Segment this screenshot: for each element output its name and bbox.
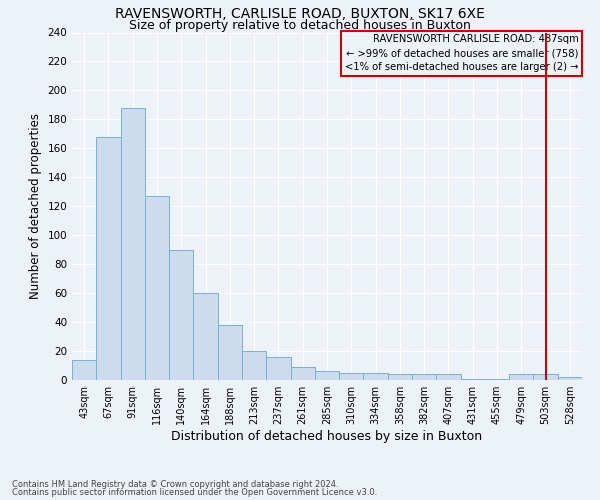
Text: Contains HM Land Registry data © Crown copyright and database right 2024.: Contains HM Land Registry data © Crown c… — [12, 480, 338, 489]
Text: RAVENSWORTH, CARLISLE ROAD, BUXTON, SK17 6XE: RAVENSWORTH, CARLISLE ROAD, BUXTON, SK17… — [115, 8, 485, 22]
Bar — [145, 196, 169, 380]
Bar — [461, 378, 485, 380]
Bar — [533, 374, 558, 380]
Bar — [364, 373, 388, 380]
Bar — [290, 367, 315, 380]
Text: Contains public sector information licensed under the Open Government Licence v3: Contains public sector information licen… — [12, 488, 377, 497]
Text: Size of property relative to detached houses in Buxton: Size of property relative to detached ho… — [129, 19, 471, 32]
Y-axis label: Number of detached properties: Number of detached properties — [29, 114, 42, 299]
Bar — [169, 250, 193, 380]
Bar — [412, 374, 436, 380]
Bar — [509, 374, 533, 380]
Bar — [315, 372, 339, 380]
Bar — [96, 136, 121, 380]
X-axis label: Distribution of detached houses by size in Buxton: Distribution of detached houses by size … — [172, 430, 482, 443]
Bar — [242, 351, 266, 380]
Bar — [388, 374, 412, 380]
Bar — [436, 374, 461, 380]
Bar — [485, 378, 509, 380]
Bar — [266, 357, 290, 380]
Bar — [193, 293, 218, 380]
Bar — [72, 360, 96, 380]
Bar — [558, 377, 582, 380]
Text: RAVENSWORTH CARLISLE ROAD: 487sqm
← >99% of detached houses are smaller (758)
<1: RAVENSWORTH CARLISLE ROAD: 487sqm ← >99%… — [345, 34, 578, 72]
Bar — [121, 108, 145, 380]
Bar — [218, 325, 242, 380]
Bar — [339, 373, 364, 380]
